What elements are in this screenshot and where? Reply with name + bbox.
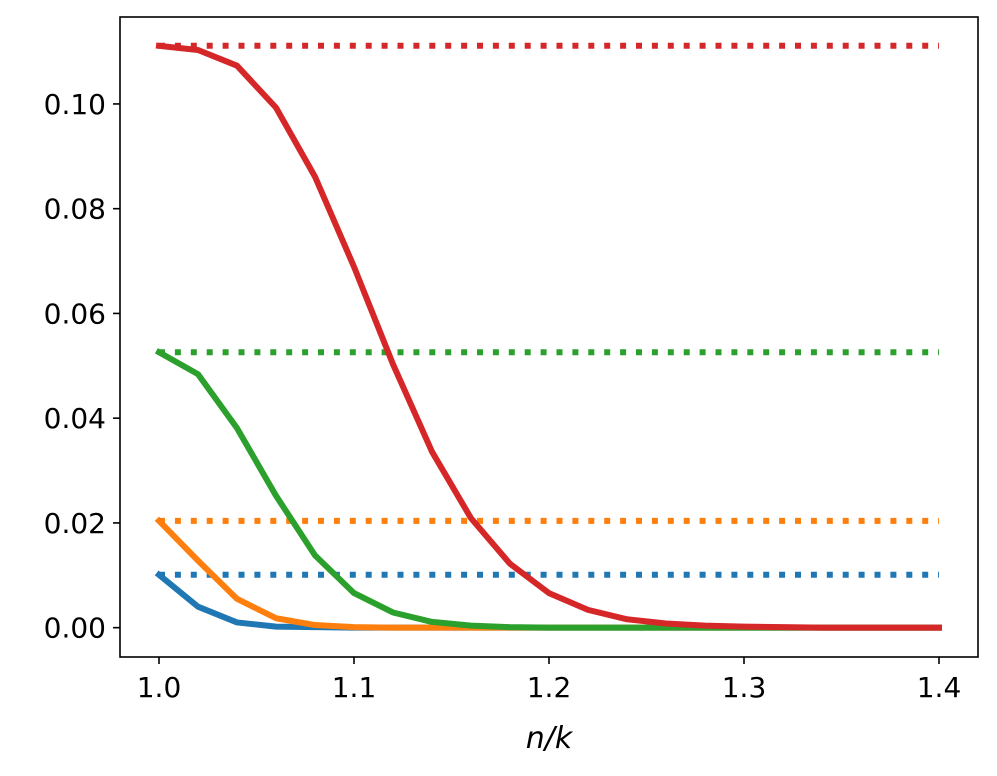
series-line-6-solid (155, 42, 942, 631)
series-layer (154, 42, 942, 631)
x-axis: 1.0 1.1 1.2 1.3 1.4 (137, 657, 962, 704)
x-tick-label: 1.0 (137, 671, 182, 704)
plot-frame (119, 16, 979, 658)
y-tick-label: 0.00 (44, 612, 106, 645)
x-tick-label: 1.2 (527, 671, 572, 704)
y-tick-label: 0.08 (44, 193, 106, 226)
x-axis-label: n/k (526, 721, 574, 756)
y-tick-label: 0.04 (44, 402, 106, 435)
y-tick-label: 0.06 (44, 297, 106, 330)
y-tick-label: 0.10 (44, 88, 106, 121)
x-tick-label: 1.3 (722, 671, 767, 704)
x-tick-label: 1.1 (332, 671, 377, 704)
x-tick-label: 1.4 (917, 671, 962, 704)
series-line-4-solid (154, 348, 942, 631)
y-tick-label: 0.02 (44, 507, 106, 540)
y-axis: 0.00 0.02 0.04 0.06 0.08 0.10 (44, 88, 120, 645)
